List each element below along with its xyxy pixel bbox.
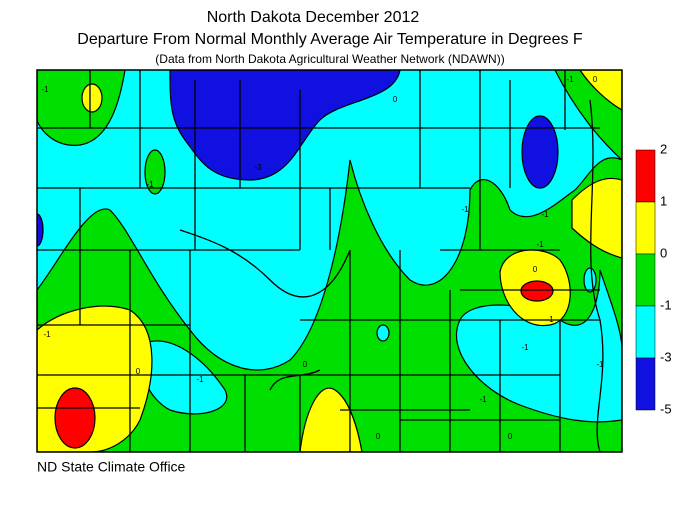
contour-label: -1 (596, 360, 604, 369)
contour-label: -1 (43, 330, 51, 339)
contour-label: -1 (566, 75, 574, 84)
subtitle: Departure From Normal Monthly Average Ai… (77, 31, 583, 48)
title: North Dakota December 2012 (207, 9, 420, 26)
contour-label: 0 (303, 360, 308, 369)
legend-label: 1 (660, 193, 667, 208)
contour-label: 0 (393, 95, 398, 104)
contour-label: -1 (541, 210, 549, 219)
legend-swatch (635, 201, 656, 255)
contour-label: 0 (593, 75, 598, 84)
contour-label: -1 (536, 240, 544, 249)
contour-label: -1 (196, 375, 204, 384)
legend-label: -5 (660, 401, 672, 416)
contour-label: 0 (508, 432, 513, 441)
contour-label: -1 (146, 180, 154, 189)
legend-label: 2 (660, 141, 667, 156)
contour-label: 0 (376, 432, 381, 441)
contour-label: -1 (546, 315, 554, 324)
source: (Data from North Dakota Agricultural Wea… (155, 52, 504, 66)
contour-label: -3 (254, 163, 262, 172)
contour-label: -1 (521, 343, 529, 352)
contour-label: -1 (479, 395, 487, 404)
legend-swatch (635, 253, 656, 307)
legend-swatch (635, 357, 656, 411)
legend-swatch (635, 305, 656, 359)
contour-label: -1 (461, 205, 469, 214)
legend-label: -1 (660, 297, 672, 312)
legend-swatch (635, 149, 656, 203)
footer: ND State Climate Office (37, 459, 186, 475)
contour-label: 0 (533, 265, 538, 274)
contour-label: -1 (41, 85, 49, 94)
map (36, 69, 623, 453)
legend-label: -3 (660, 349, 672, 364)
contour-label: 0 (136, 367, 141, 376)
legend-label: 0 (660, 245, 667, 260)
